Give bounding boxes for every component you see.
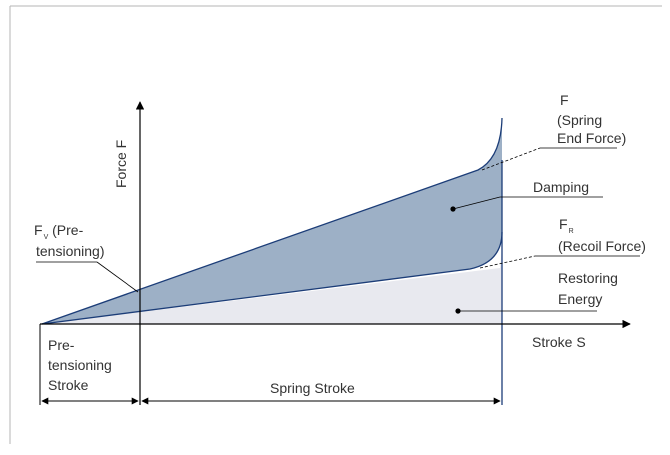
fv-label-rest: (Pre- — [48, 222, 83, 238]
spring-stroke-label: Spring Stroke — [270, 380, 355, 396]
fr-leader-dashed — [479, 255, 536, 269]
damping-label: Damping — [533, 179, 589, 195]
fv-label-main: F — [34, 222, 43, 238]
force-axis-label: Force F — [113, 140, 129, 188]
fv-leader — [96, 261, 139, 293]
fv-label-line2: tensioning) — [36, 243, 105, 259]
stroke-axis-label: Stroke S — [532, 334, 586, 350]
fr-label-main: F — [559, 216, 568, 232]
pre-label-line3: Stroke — [48, 377, 89, 393]
fr-label-line: (Recoil Force) — [558, 238, 646, 254]
restoring-label-line2: Energy — [558, 291, 602, 307]
pre-label-line2: tensioning — [48, 357, 112, 373]
damping-area — [42, 118, 502, 324]
spring-end-force-curve — [41, 117, 503, 325]
restoring-label-line1: Restoring — [558, 270, 618, 286]
f-label: F — [560, 92, 569, 108]
fv-label-sub: V — [44, 234, 49, 241]
fv-label: FV (Pre- — [34, 222, 84, 241]
f-label-line2: End Force) — [557, 130, 626, 146]
pre-label-line1: Pre- — [48, 337, 75, 353]
f-leader-dashed — [481, 147, 541, 171]
fr-label: FR — [559, 216, 574, 235]
restoring-energy-area — [42, 232, 502, 324]
f-label-line1: (Spring — [557, 112, 602, 128]
damping-leader — [452, 196, 501, 210]
fr-label-sub: R — [569, 228, 574, 235]
